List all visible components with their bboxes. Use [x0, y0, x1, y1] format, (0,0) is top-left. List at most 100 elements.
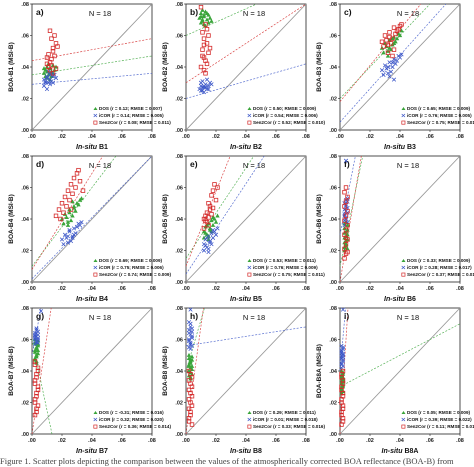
legend-entry: Sen2Cor (r = 0.74; RMSE = 0.009) [99, 272, 171, 277]
x-axis-label-italic: In-situ [384, 144, 406, 151]
legend-entry: iCOR (r = 0.39; RMSE = 0.022) [407, 417, 472, 422]
data-point-sen2cor [67, 197, 72, 203]
x-tick-label: .00 [336, 134, 344, 140]
one-to-one-line [31, 3, 153, 131]
x-tick-label: .06 [118, 438, 126, 444]
legend-entry: Sen2Cor (r = 0.08; RMSE = 0.011) [99, 120, 171, 125]
legend-entry: Sen2Cor (r = 0.37; RMSE = 0.014) [407, 272, 474, 277]
x-axis-label-band: B8 [251, 448, 262, 455]
data-point-icor [379, 68, 385, 73]
sample-size-label: N = 18 [89, 313, 111, 322]
legend-marker-sen2cor [93, 120, 98, 125]
data-point-icor [200, 85, 205, 90]
one-to-one-line [185, 155, 307, 283]
fit-line-dos [185, 3, 257, 36]
data-point-sen2cor [342, 204, 347, 209]
legend-marker-dos [247, 107, 252, 110]
data-point-sen2cor [210, 188, 216, 193]
y-tick-label: .00 [175, 432, 183, 438]
y-tick-label: .04 [329, 65, 338, 71]
x-tick-label: .02 [58, 134, 66, 140]
panel-b: .00 .02 .04 .06 .08 .00 .02 .04 .06 .08 BOA-B2 (MS… [162, 2, 325, 151]
legend-entry: iCOR (r = 0.14; RMSE = 0.005) [99, 113, 164, 118]
fit-line-sen2cor [185, 155, 231, 267]
x-tick-label: .00 [28, 286, 36, 292]
data-point-dos [188, 360, 193, 365]
fit-line-icor [31, 307, 42, 356]
data-point-sen2cor [207, 45, 213, 51]
x-tick-label: .00 [28, 134, 36, 140]
x-tick-label: .04 [88, 438, 97, 444]
data-point-sen2cor [44, 55, 50, 60]
x-tick-label: .08 [148, 134, 156, 140]
data-point-icor [38, 309, 44, 314]
x-axis-label-band: B2 [251, 144, 262, 151]
data-point-icor [188, 346, 193, 352]
data-point-icor [65, 234, 71, 239]
x-tick-label: .06 [272, 134, 280, 140]
y-tick-label: .08 [175, 2, 183, 8]
legend-box [92, 105, 151, 127]
data-point-sen2cor [215, 185, 220, 190]
x-tick-label: .02 [212, 286, 220, 292]
data-point-sen2cor [76, 167, 81, 173]
data-point-sen2cor [53, 66, 59, 71]
fit-line-icor [31, 72, 153, 85]
x-axis-label-italic: In-situ [384, 296, 406, 303]
y-tick-label: .08 [21, 2, 29, 8]
x-axis-label-italic: In-situ [230, 144, 252, 151]
legend-marker-dos [93, 411, 98, 414]
data-point-sen2cor [34, 390, 39, 396]
data-point-icor [50, 80, 56, 85]
data-point-icor [71, 232, 77, 237]
data-point-sen2cor [47, 28, 53, 33]
data-point-sen2cor [77, 178, 83, 184]
y-tick-label: .02 [175, 97, 183, 103]
data-point-sen2cor [345, 223, 350, 228]
data-point-sen2cor [385, 50, 391, 56]
y-tick-label: .06 [329, 186, 337, 192]
data-point-sen2cor [345, 208, 350, 214]
data-point-dos [210, 215, 216, 220]
data-point-dos [61, 221, 66, 226]
data-point-icor [189, 329, 195, 334]
x-axis-label-band: B7 [97, 448, 108, 455]
data-point-sen2cor [198, 4, 204, 10]
y-tick-label: .02 [21, 249, 29, 255]
y-tick-label: .08 [175, 306, 183, 312]
fit-line-sen2cor [31, 155, 104, 270]
x-tick-label: .06 [426, 134, 434, 140]
data-point-sen2cor [391, 47, 397, 52]
data-point-sen2cor [345, 194, 350, 200]
data-point-icor [387, 60, 392, 65]
data-point-dos [394, 36, 400, 41]
fit-line-dos [339, 323, 461, 388]
y-tick-label: .02 [329, 249, 337, 255]
data-point-sen2cor [200, 30, 205, 35]
data-point-sen2cor [342, 256, 347, 261]
x-tick-label: .04 [88, 286, 97, 292]
data-point-dos [207, 15, 213, 20]
sample-size-label: N = 18 [89, 161, 111, 170]
legend-entry: iCOR (r = 0.01; RMSE = 0.018) [253, 417, 318, 422]
data-point-sen2cor [343, 227, 349, 233]
data-point-icor [186, 327, 192, 333]
data-point-icor [71, 226, 77, 231]
data-point-dos [189, 363, 195, 368]
x-axis-label-band: B8A [403, 448, 419, 455]
data-point-sen2cor [384, 38, 389, 43]
panel-letter: b) [190, 7, 198, 17]
data-point-icor [35, 332, 41, 337]
y-tick-label: .02 [329, 401, 337, 407]
x-tick-label: .04 [396, 438, 405, 444]
data-point-icor [35, 335, 41, 341]
x-tick-label: .00 [28, 438, 36, 444]
x-tick-label: .08 [302, 134, 310, 140]
y-tick-label: .00 [329, 128, 337, 134]
data-point-dos [186, 352, 192, 357]
x-axis-label-italic: In-situ [230, 448, 252, 455]
data-point-sen2cor [339, 400, 344, 405]
data-point-dos [73, 208, 78, 213]
data-point-sen2cor [209, 212, 214, 217]
data-point-dos [387, 45, 392, 50]
